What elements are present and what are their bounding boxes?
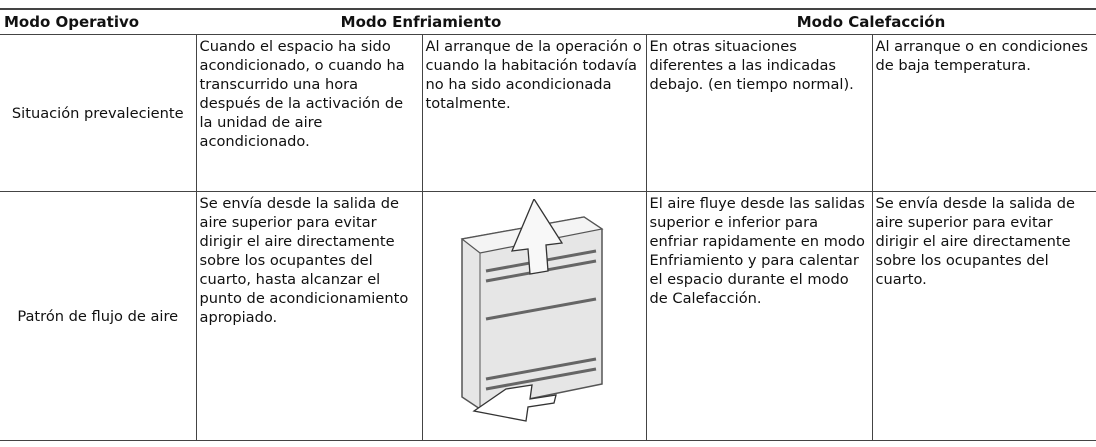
row-label: Situación prevaleciente: [0, 34, 196, 192]
header-row: Modo Operativo Modo Enfriamiento Modo Ca…: [0, 8, 1096, 35]
table-row: Situación prevaleciente Cuando el espaci…: [0, 34, 1096, 192]
image-cell: [421, 191, 646, 441]
mode-table: Modo Operativo Modo Enfriamiento Modo Ca…: [0, 8, 1096, 441]
unit-illustration: [460, 197, 604, 422]
header-cell: Modo Calefacción: [646, 8, 1096, 35]
header-cell: Modo Enfriamiento: [196, 8, 646, 35]
cell: Cuando el espacio ha sido acondicionado,…: [195, 34, 422, 192]
cell: El aire fluye desde las salidas superior…: [645, 191, 872, 441]
cell: Al arranque de la operación o cuando la …: [421, 34, 646, 192]
cell: En otras situaciones diferentes a las in…: [645, 34, 872, 192]
row-label: Patrón de flujo de aire: [0, 191, 196, 441]
cell: Se envía desde la salida de aire superio…: [195, 191, 422, 441]
page: {"table": { "header": ["Modo Operativo",…: [0, 8, 1096, 447]
table-row: Patrón de flujo de aire Se envía desde l…: [0, 191, 1096, 441]
cell: Al arranque o en condiciones de baja tem…: [871, 34, 1096, 192]
header-cell: Modo Operativo: [0, 8, 196, 35]
cell: Se envía desde la salida de aire superio…: [871, 191, 1096, 441]
